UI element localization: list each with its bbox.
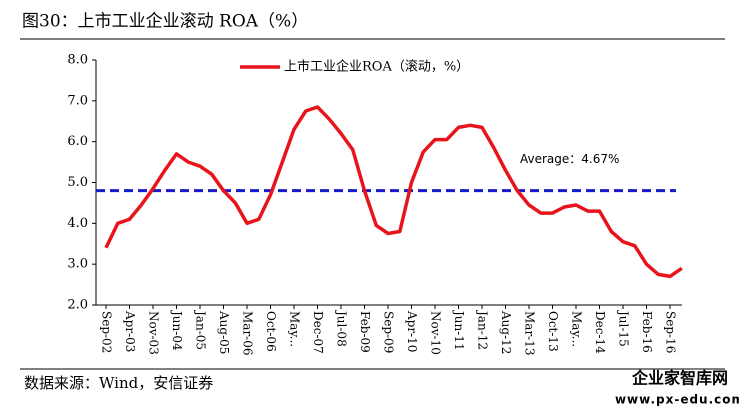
x-tick-label: Jan-12 [476, 309, 490, 350]
x-tick-label: Nov-03 [147, 311, 161, 355]
x-tick-label: Aug-12 [499, 310, 513, 354]
y-tick-label: 2.0 [67, 298, 88, 313]
y-tick-label: 8.0 [67, 53, 88, 68]
source: 数据来源：Wind，安信证券 [24, 374, 213, 392]
x-tick-label: Feb-09 [358, 311, 372, 353]
x-tick-label: Sep-16 [664, 311, 678, 353]
x-tick-label: Mar-06 [241, 311, 255, 356]
x-tick-label: Oct-13 [546, 311, 560, 352]
x-tick-label: Nov-10 [429, 311, 443, 355]
y-tick-label: 5.0 [67, 175, 88, 190]
x-tick-label: Apr-10 [405, 310, 419, 352]
x-tick-label: Sep-09 [382, 311, 396, 353]
x-tick-label: Jul-08 [335, 309, 349, 347]
x-tick-label: May... [288, 311, 302, 347]
watermark: www.px-edu.com [615, 393, 739, 407]
x-tick-label: Aug-05 [217, 310, 231, 354]
y-tick-label: 6.0 [67, 134, 88, 149]
y-tick-label: 4.0 [67, 216, 88, 231]
x-tick-label: Dec-14 [593, 311, 607, 354]
watermark: 企业家智库网 [631, 369, 728, 388]
x-tick-label: May... [570, 311, 584, 347]
x-tick-label: Feb-16 [640, 311, 654, 353]
y-tick-label: 3.0 [67, 257, 88, 272]
annotation: Average：4.67% [520, 152, 619, 166]
series-line [104, 105, 683, 279]
x-tick-label: Jan-05 [194, 309, 208, 350]
x-tick-label: Oct-06 [264, 311, 278, 352]
chart-title: 图30：上市工业企业滚动 ROA（%） [22, 12, 308, 32]
x-tick-label: Apr-03 [123, 310, 137, 352]
x-tick-label: Jun-04 [170, 309, 184, 351]
x-tick-label: Mar-13 [523, 311, 537, 356]
x-tick-label: Jun-11 [452, 309, 466, 351]
x-tick-label: Dec-07 [311, 311, 325, 354]
y-tick-label: 7.0 [67, 93, 88, 108]
x-tick-label: Sep-02 [100, 311, 114, 353]
x-tick-label: Jul-15 [617, 309, 631, 347]
legend-label: 上市工业企业ROA（滚动，%） [284, 59, 469, 75]
